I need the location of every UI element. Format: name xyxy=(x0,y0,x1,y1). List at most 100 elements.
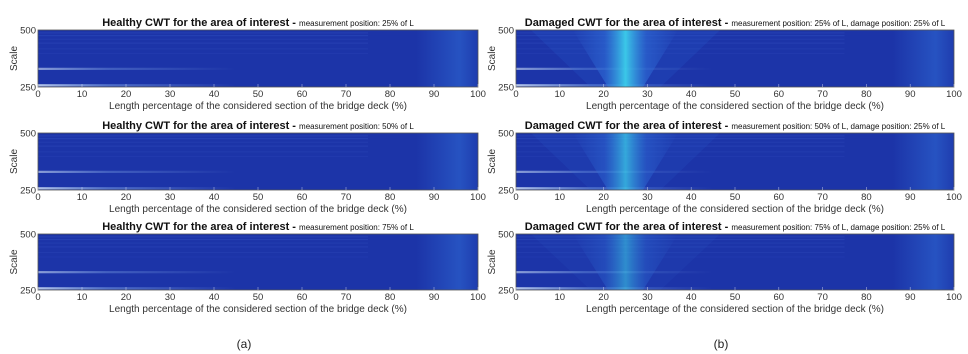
x-tick-label: 20 xyxy=(598,89,609,100)
panel-title-detail: measurement position: 50% of L, damage p… xyxy=(731,122,945,131)
x-tick-label: 70 xyxy=(817,89,828,100)
y-tick-label: 500 xyxy=(20,129,36,140)
y-axis-label: Scale xyxy=(9,149,20,174)
scale-band xyxy=(38,52,368,54)
x-tick-label: 30 xyxy=(642,89,653,100)
x-tick-label: 40 xyxy=(686,89,697,100)
scale-band xyxy=(38,246,368,248)
scale-highlight xyxy=(38,67,236,70)
x-tick-label: 0 xyxy=(35,292,40,303)
scale-band xyxy=(516,48,845,50)
cwt-panel-6: 0 10 20 30 40 50 60 70 80 90 100 500 250 Scale Length … xyxy=(487,221,962,315)
scale-band xyxy=(38,38,368,40)
x-tick-label: 10 xyxy=(555,192,566,203)
x-tick-label: 60 xyxy=(297,89,308,100)
x-tick-label: 70 xyxy=(817,292,828,303)
edge-glow xyxy=(416,30,478,87)
x-tick-label: 90 xyxy=(429,192,440,203)
panel-title-main: Healthy CWT for the area of interest - xyxy=(102,221,299,233)
x-tick-label: 10 xyxy=(77,89,88,100)
scale-band xyxy=(516,256,845,258)
y-tick-label: 500 xyxy=(498,129,514,140)
y-axis-label: Scale xyxy=(9,249,20,274)
x-tick-label: 40 xyxy=(209,292,220,303)
scale-band xyxy=(516,35,845,37)
x-axis-label: Length percentage of the considered sect… xyxy=(109,101,407,112)
x-tick-label: 0 xyxy=(513,89,518,100)
x-tick-label: 60 xyxy=(774,192,785,203)
scale-highlight xyxy=(38,84,236,87)
panel-title: Damaged CWT for the area of interest - m… xyxy=(525,17,946,29)
x-tick-label: 20 xyxy=(121,89,132,100)
cwt-panel-3: 0 10 20 30 40 50 60 70 80 90 100 500 250 Scale Length … xyxy=(9,120,486,215)
scale-band xyxy=(516,151,845,153)
y-axis-label: Scale xyxy=(9,46,20,71)
scale-band xyxy=(38,138,368,140)
x-tick-label: 30 xyxy=(165,292,176,303)
x-tick-label: 80 xyxy=(861,292,872,303)
x-tick-label: 30 xyxy=(642,292,653,303)
x-tick-label: 80 xyxy=(385,292,396,303)
scale-band xyxy=(38,48,368,50)
x-tick-label: 100 xyxy=(470,292,486,303)
x-tick-label: 50 xyxy=(730,292,741,303)
y-axis-label: Scale xyxy=(487,149,498,174)
cwt-panel-2: 0 10 20 30 40 50 60 70 80 90 100 500 250 Scale Length … xyxy=(487,17,962,112)
y-axis-label: Scale xyxy=(487,46,498,71)
scale-band xyxy=(38,145,368,147)
scale-highlight xyxy=(38,170,236,173)
heatmap-background xyxy=(38,133,478,190)
scale-band xyxy=(38,141,368,143)
x-axis-label: Length percentage of the considered sect… xyxy=(586,101,884,112)
cwt-panel-4: 0 10 20 30 40 50 60 70 80 90 100 500 250 Scale Length … xyxy=(487,120,962,215)
x-tick-label: 50 xyxy=(730,192,741,203)
scale-band xyxy=(38,251,368,254)
x-axis-label: Length percentage of the considered sect… xyxy=(109,204,407,215)
panel-title-main: Healthy CWT for the area of interest - xyxy=(102,17,299,29)
x-tick-label: 0 xyxy=(35,89,40,100)
x-tick-label: 60 xyxy=(297,292,308,303)
x-tick-label: 0 xyxy=(513,292,518,303)
damage-signature xyxy=(572,234,679,290)
x-tick-label: 80 xyxy=(861,89,872,100)
x-axis-label: Length percentage of the considered sect… xyxy=(109,304,407,315)
panel-title: Damaged CWT for the area of interest - m… xyxy=(525,221,946,233)
scale-band xyxy=(516,251,845,254)
scale-band xyxy=(38,32,368,34)
x-tick-label: 80 xyxy=(385,89,396,100)
x-tick-label: 30 xyxy=(165,192,176,203)
y-tick-label: 500 xyxy=(20,26,36,37)
damage-halo xyxy=(530,133,721,190)
scale-band xyxy=(516,236,845,238)
damage-signature xyxy=(572,30,679,87)
x-tick-label: 20 xyxy=(121,292,132,303)
x-tick-label: 20 xyxy=(598,292,609,303)
x-tick-label: 100 xyxy=(946,192,962,203)
x-tick-label: 90 xyxy=(905,89,916,100)
scale-band xyxy=(38,35,368,37)
scale-band xyxy=(38,155,368,157)
edge-glow xyxy=(416,234,478,290)
x-tick-label: 50 xyxy=(253,192,264,203)
panel-title-main: Healthy CWT for the area of interest - xyxy=(102,120,299,132)
x-tick-label: 80 xyxy=(385,192,396,203)
panel-title-detail: measurement position: 50% of L xyxy=(299,122,414,131)
scale-band xyxy=(38,256,368,258)
x-axis-label: Length percentage of the considered sect… xyxy=(586,304,884,315)
scale-band xyxy=(516,242,845,244)
edge-glow xyxy=(416,133,478,190)
x-tick-label: 20 xyxy=(598,192,609,203)
scale-band xyxy=(516,135,845,137)
scale-highlight xyxy=(38,287,236,290)
y-tick-label: 250 xyxy=(498,286,514,297)
heatmap-background xyxy=(38,30,478,87)
x-tick-label: 100 xyxy=(946,292,962,303)
x-tick-label: 90 xyxy=(905,292,916,303)
panel-title-main: Damaged CWT for the area of interest - xyxy=(525,17,732,29)
caption-a: (a) xyxy=(237,337,252,351)
x-tick-label: 70 xyxy=(341,292,352,303)
x-tick-label: 70 xyxy=(341,89,352,100)
x-tick-label: 10 xyxy=(77,192,88,203)
y-tick-label: 250 xyxy=(20,83,36,94)
